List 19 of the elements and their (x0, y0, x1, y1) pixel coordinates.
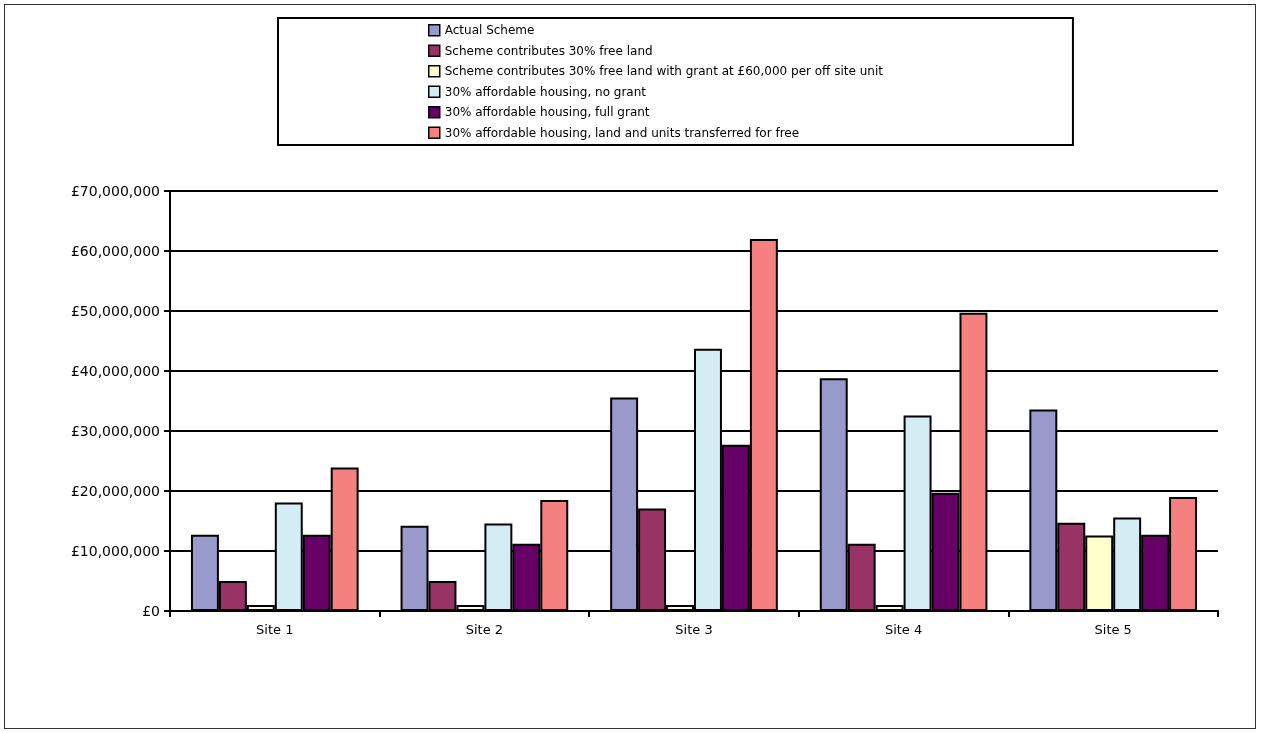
y-tick-label: £30,000,000 (70, 423, 160, 439)
x-tick-label: Site 3 (675, 622, 713, 637)
y-tick-label: £50,000,000 (70, 303, 160, 319)
x-tick-label: Site 1 (256, 622, 294, 637)
y-tick-label: £70,000,000 (70, 183, 160, 199)
x-tick-label: Site 4 (884, 622, 923, 637)
legend-label: Actual Scheme (444, 23, 535, 38)
legend-label: Scheme contributes 30% free land (444, 43, 653, 58)
y-tick-label: £10,000,000 (70, 543, 160, 559)
x-tick-label: Site 2 (465, 622, 504, 637)
x-tick-label: Site 5 (1094, 622, 1132, 637)
y-tick-label: £40,000,000 (70, 363, 160, 379)
legend-label: 30% affordable housing, full grant (444, 105, 650, 120)
legend-label: 30% affordable housing, no grant (444, 84, 647, 99)
y-tick-label: £0 (142, 603, 160, 619)
y-tick-label: £60,000,000 (70, 243, 160, 259)
y-tick-label: £20,000,000 (70, 483, 160, 499)
legend-label: 30% affordable housing, land and units transferred for free (444, 125, 800, 140)
legend-label: Scheme contributes 30% free land with grant at £60,000 per off site unit (444, 64, 884, 79)
